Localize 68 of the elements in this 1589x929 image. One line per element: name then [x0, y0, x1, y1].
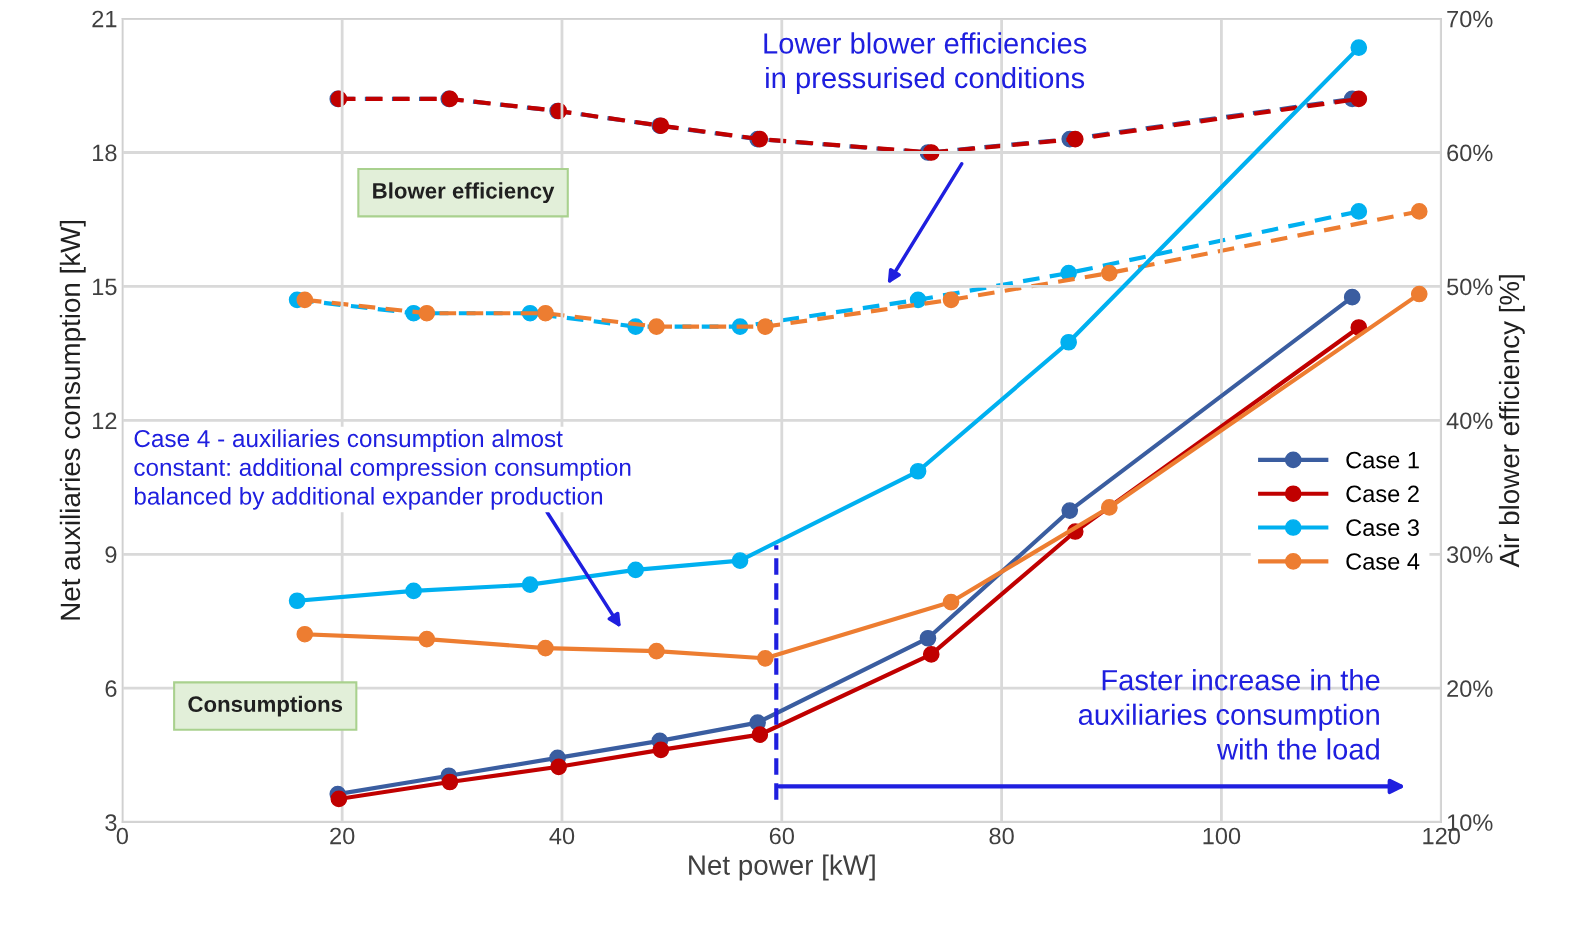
point [1061, 502, 1079, 519]
point [1350, 90, 1368, 108]
point [1060, 333, 1077, 351]
point [330, 790, 348, 808]
annotation: Consumptions [188, 695, 343, 717]
point [922, 645, 940, 663]
point [1100, 264, 1118, 282]
point [942, 291, 960, 309]
x-tick-label: 0 [116, 827, 128, 845]
y2-tick-label: 70% [1447, 10, 1493, 28]
point [1100, 499, 1118, 516]
point [942, 593, 960, 611]
y-tick-label: 18 [93, 144, 117, 162]
y2-tick-label: 40% [1446, 412, 1493, 430]
point [919, 629, 937, 647]
point [405, 582, 422, 600]
point [418, 630, 436, 648]
annotation: Lower blower efficiencies in pressurised conditions [764, 32, 1087, 95]
x-axis-title: Net power [kW] [689, 854, 875, 881]
y2-tick-label: 30% [1446, 546, 1493, 564]
point [296, 291, 314, 309]
point [537, 639, 554, 657]
legend-label: Case 2 [1346, 485, 1419, 503]
point [909, 291, 927, 309]
point [1410, 285, 1428, 303]
x-tick-label: 100 [1203, 827, 1241, 845]
point [756, 318, 774, 335]
point [648, 642, 665, 660]
point [550, 758, 568, 776]
point [751, 726, 769, 743]
y-tick-label: 9 [105, 546, 117, 564]
x-tick-label: 60 [769, 827, 794, 845]
y-tick-label: 21 [92, 10, 117, 28]
point [537, 304, 554, 322]
y2-tick-label: 50% [1447, 278, 1493, 296]
point [418, 304, 436, 322]
y-tick-label: 12 [93, 412, 117, 429]
x-tick-label: 80 [989, 827, 1014, 845]
annotation: Blower efficiency [373, 182, 555, 204]
annotation: Case 4 - auxiliaries consumption almost constant: additional compression consumption balanced by additional expander production [134, 429, 631, 510]
y2-tick-label: 20% [1447, 680, 1493, 698]
point [296, 625, 314, 643]
point [1343, 288, 1361, 306]
point [441, 773, 459, 791]
y2-axis-title: Air blower efficiency [%] [1498, 275, 1525, 568]
legend-label: Case 1 [1346, 451, 1419, 469]
x-tick-label: 20 [330, 827, 355, 845]
point [756, 649, 774, 667]
point [1350, 39, 1368, 56]
legend-label: Case 3 [1346, 519, 1419, 537]
point [1410, 203, 1428, 220]
x-tick-label: 40 [549, 827, 575, 845]
point [909, 462, 927, 480]
annotation: Faster increase in the auxiliaries consumption with the load [1078, 669, 1380, 760]
y-tick-label: 3 [105, 814, 117, 831]
y-tick-label: 6 [105, 680, 117, 698]
point [288, 592, 306, 610]
point [648, 318, 665, 335]
point [521, 576, 539, 593]
point [652, 741, 670, 759]
point [731, 552, 749, 569]
point [1350, 203, 1368, 220]
legend-label: Case 4 [1346, 553, 1420, 570]
point [627, 561, 644, 579]
y2-tick-label: 60% [1447, 144, 1493, 162]
y-axis-title: Net auxiliaries consumption [kW] [59, 220, 86, 620]
point [1066, 130, 1084, 148]
y-tick-label: 15 [93, 278, 117, 296]
